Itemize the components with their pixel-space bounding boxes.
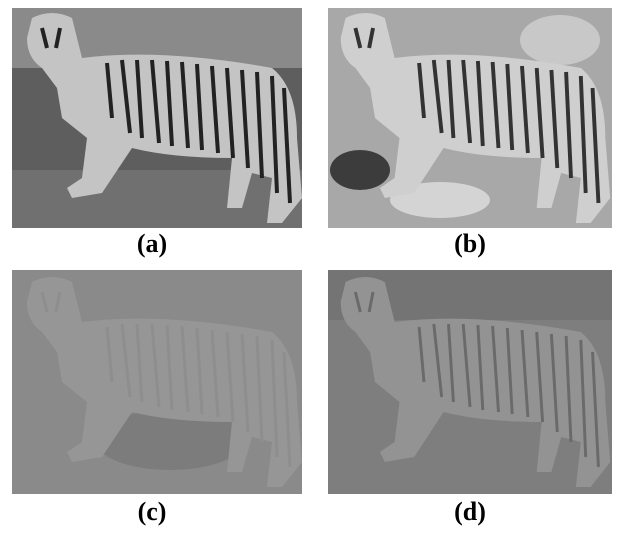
image-c [12, 270, 302, 494]
image-a [12, 8, 302, 228]
image-d [328, 270, 612, 494]
panel-label: (c) [138, 497, 167, 526]
panel-label: (b) [454, 229, 486, 258]
panel-label: (a) [137, 229, 167, 258]
panel-label: (d) [454, 497, 486, 526]
image-b [328, 8, 612, 228]
